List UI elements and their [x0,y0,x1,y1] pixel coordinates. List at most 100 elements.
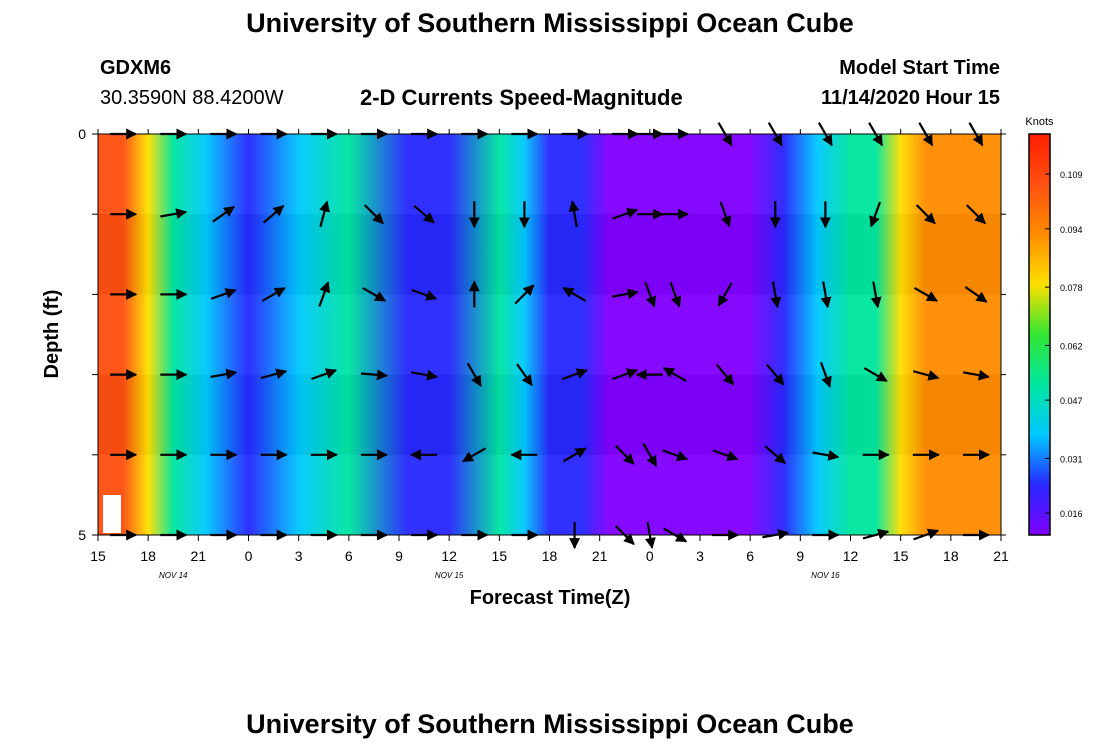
page-title-bottom: University of Southern Mississippi Ocean… [246,709,854,739]
current-arrow [869,201,882,228]
current-arrow [870,281,882,309]
current-arrow [562,286,587,302]
x-tick-label: 21 [592,548,608,564]
depth-row [98,214,1001,295]
current-arrow [319,200,330,228]
current-arrow [662,449,689,462]
y-axis: 05 [78,126,1006,543]
x-tick-label: 12 [441,548,457,564]
current-arrow [719,201,732,228]
current-arrow [812,449,840,461]
x-axis-label: Forecast Time(Z) [470,587,631,609]
x-tick-label: 15 [492,548,508,564]
current-arrow [764,445,787,465]
y-tick-label: 5 [78,527,86,543]
date-label: NOV 16 [811,571,840,580]
current-arrow [712,449,739,462]
current-arrow [362,286,387,302]
current-arrow [411,288,438,301]
current-arrow [642,442,658,468]
station-id: GDXM6 [100,57,172,79]
x-tick-label: 18 [140,548,156,564]
colorbar-title: Knots [1025,116,1054,128]
depth-row [98,294,1001,375]
current-arrow [562,368,588,381]
current-arrow [964,286,988,303]
current-arrow [210,368,238,380]
model-start-label: Model Start Time [839,57,1000,79]
x-tick-label: 9 [395,548,403,564]
current-arrow [770,281,782,309]
x-tick-label: 15 [90,548,106,564]
current-arrow [715,363,735,386]
model-start-value: 11/14/2020 Hour 15 [820,87,1000,109]
current-arrow [717,282,733,307]
depth-row [98,454,1001,535]
current-arrow [413,204,435,224]
x-tick-label: 15 [893,548,909,564]
current-arrow [311,368,338,381]
current-arrow [614,444,635,465]
current-arrow [863,367,888,383]
current-arrow [360,369,388,381]
x-tick-label: 18 [542,548,558,564]
x-tick-label: 0 [646,548,654,564]
x-tick-label: 3 [696,548,704,564]
current-arrow [262,204,285,224]
y-tick-label: 0 [78,126,86,142]
colorbar-tick-label: 0.062 [1060,341,1083,351]
current-arrow [611,288,639,300]
heatmap-field [98,134,1001,535]
current-arrow [612,207,639,220]
x-tick-label: 6 [345,548,353,564]
current-arrow [466,362,482,387]
current-arrow [210,288,237,300]
current-arrow [962,369,990,381]
current-arrow [912,370,940,381]
current-arrow [260,368,288,380]
current-arrow [669,281,682,308]
current-arrow [612,368,639,381]
colorbar-tick-label: 0.109 [1060,170,1083,180]
x-tick-label: 6 [746,548,754,564]
current-arrow [411,369,438,381]
current-arrow [644,281,657,308]
x-tick-label: 21 [993,548,1009,564]
y-axis-label: Depth (ft) [41,290,63,379]
current-arrow [212,205,235,223]
x-tick-label: 0 [245,548,253,564]
depth-row [98,134,1001,215]
colorbar-scale [1028,133,1051,536]
page-title: University of Southern Mississippi Ocean… [246,8,854,38]
station-coordinates: 30.3590N 88.4200W [100,87,284,109]
current-arrow [261,286,286,302]
heatmap-band [98,134,1001,535]
colorbar-tick-label: 0.078 [1060,283,1083,293]
x-tick-label: 12 [843,548,859,564]
plot-title: 2-D Currents Speed-Magnitude [360,85,683,110]
current-arrow [462,447,487,463]
colorbar-tick-label: 0.094 [1060,225,1083,235]
current-arrow [766,363,785,386]
current-arrow [819,362,832,388]
x-tick-label: 3 [295,548,303,564]
date-label: NOV 14 [159,571,188,580]
colorbar: Knots 0.109 0.094 0.078 0.062 0.047 0.031 0.016 [1025,116,1083,536]
current-arrow [160,208,188,220]
current-arrow [913,286,938,302]
depth-row [98,374,1001,455]
current-arrow [915,204,936,225]
current-arrow [568,200,580,228]
current-arrow [562,447,587,463]
x-tick-label: 18 [943,548,959,564]
current-arrow [965,204,986,225]
colorbar-tick-label: 0.031 [1060,454,1083,464]
x-tick-label: 21 [191,548,207,564]
colorbar-tick-label: 0.047 [1060,396,1083,406]
depth-row-shading [98,134,1001,535]
no-data-patch [103,495,121,533]
current-arrow [516,363,533,387]
current-arrow [514,284,535,305]
